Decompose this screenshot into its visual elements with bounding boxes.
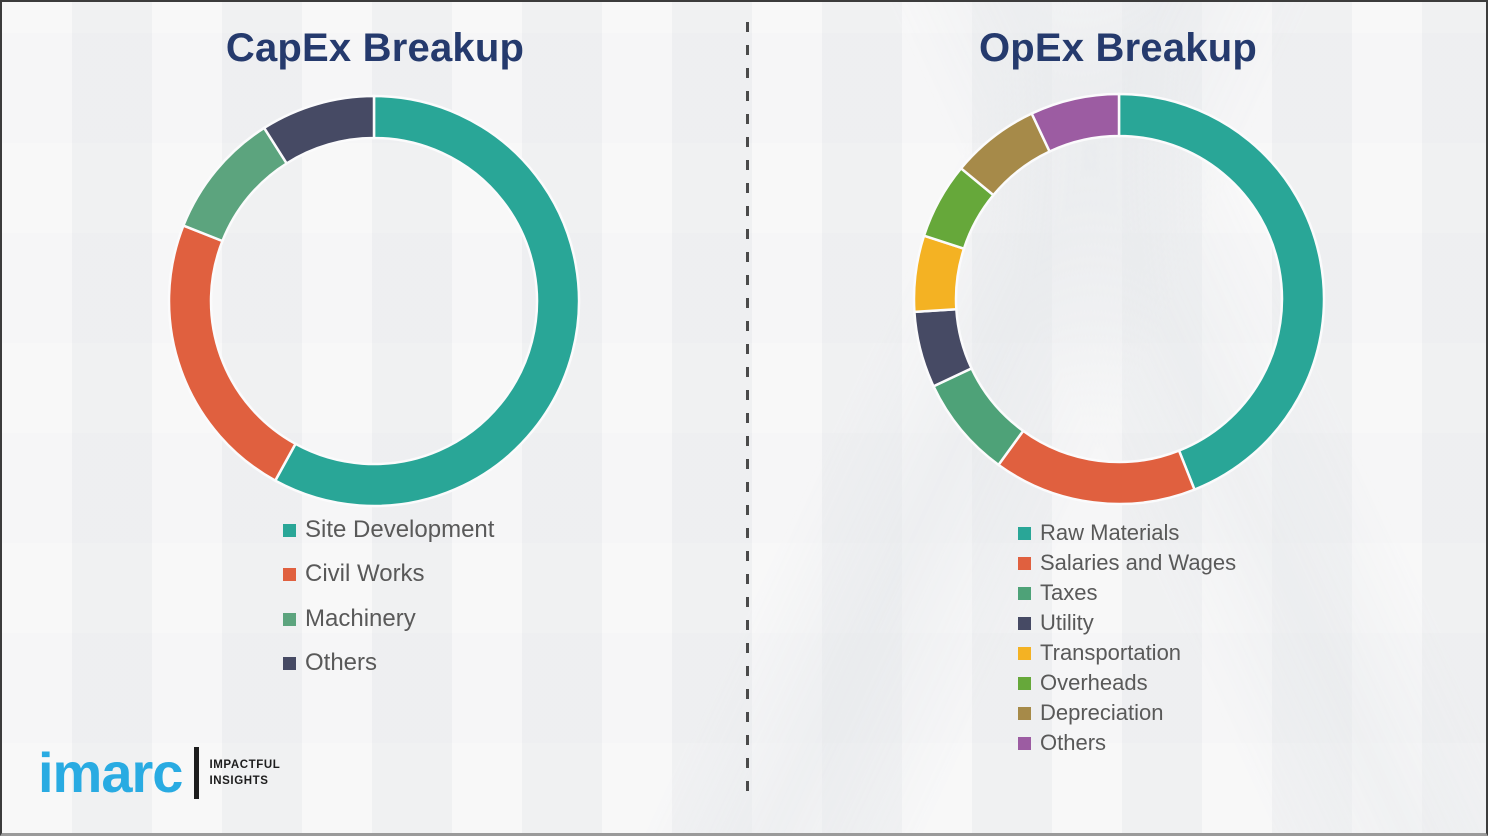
imarc-logo-wordmark: imarc	[38, 741, 183, 804]
legend-swatch	[1018, 556, 1031, 570]
donut-segment-site-development	[273, 94, 581, 508]
legend-label: Salaries and Wages	[1040, 549, 1237, 575]
opex-legend: Raw Materials Salaries and Wages Taxes U…	[1018, 520, 1236, 760]
legend-swatch	[1018, 586, 1031, 600]
legend-label: Depreciation	[1040, 699, 1164, 725]
legend-swatch	[283, 612, 296, 626]
logo-divider-bar	[194, 747, 200, 799]
legend-label: Site Development	[305, 515, 495, 543]
legend-item-machinery: Machinery	[283, 605, 494, 633]
legend-swatch	[1018, 526, 1031, 540]
donut-segment-others	[1030, 92, 1121, 154]
legend-item-others: Others	[283, 649, 494, 678]
legend-item-depreciation: Depreciation	[1018, 700, 1236, 726]
imarc-logo: imarc IMPACTFUL INSIGHTS	[38, 745, 280, 801]
legend-item-utility: Utility	[1018, 610, 1236, 636]
legend-label: Civil Works	[305, 560, 425, 588]
legend-item-transportation: Transportation	[1018, 640, 1236, 666]
capex-legend: Site Development Civil Works Machinery O…	[283, 516, 494, 694]
capex-chart-title: CapEx Breakup	[225, 26, 525, 70]
donut-segment-salaries-and-wages	[996, 429, 1197, 506]
legend-label: Transportation	[1040, 639, 1182, 665]
vertical-dashed-divider	[746, 22, 749, 800]
donut-segment-others	[262, 94, 376, 166]
logo-tagline: IMPACTFUL INSIGHTS	[209, 757, 280, 789]
legend-label: Others	[1040, 729, 1107, 755]
legend-item-civil-works: Civil Works	[283, 560, 494, 589]
legend-item-salaries-and-wages: Salaries and Wages	[1018, 550, 1236, 576]
legend-swatch	[1018, 676, 1031, 690]
legend-label: Utility	[1040, 609, 1094, 635]
logo-tagline-line2: INSIGHTS	[209, 775, 269, 787]
legend-item-others: Others	[1018, 730, 1236, 756]
donut-segment-taxes	[931, 366, 1025, 467]
legend-swatch	[283, 523, 296, 537]
legend-swatch	[1018, 646, 1031, 660]
legend-label: Raw Materials	[1040, 519, 1180, 545]
donut-segment-raw-materials	[1117, 92, 1326, 492]
legend-swatch	[1018, 616, 1031, 630]
logo-tagline-line1: IMPACTFUL	[209, 758, 281, 771]
legend-label: Others	[305, 649, 378, 677]
legend-swatch	[283, 568, 296, 581]
legend-item-site-development: Site Development	[283, 516, 494, 544]
legend-item-raw-materials: Raw Materials	[1018, 520, 1236, 546]
capex-donut-chart	[167, 94, 581, 508]
legend-label: Taxes	[1040, 579, 1098, 605]
legend-swatch	[1018, 736, 1031, 750]
legend-swatch	[1018, 706, 1031, 720]
opex-chart-title: OpEx Breakup	[978, 26, 1258, 70]
legend-label: Overheads	[1040, 669, 1148, 695]
legend-swatch	[283, 657, 296, 670]
legend-item-overheads: Overheads	[1018, 670, 1236, 696]
opex-donut-chart	[912, 92, 1326, 506]
legend-label: Machinery	[305, 604, 416, 632]
donut-segment-machinery	[181, 126, 289, 243]
donut-segment-civil-works	[167, 223, 298, 483]
legend-item-taxes: Taxes	[1018, 580, 1236, 606]
